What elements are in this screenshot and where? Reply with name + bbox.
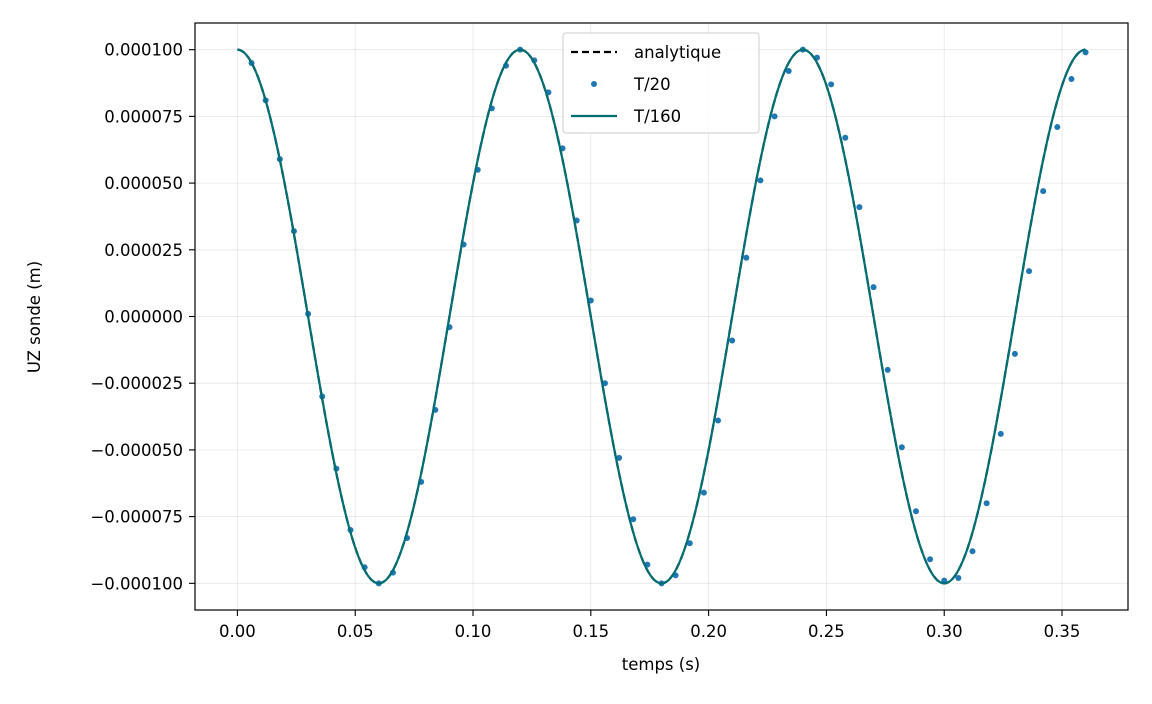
x-axis-label: temps (s) [622,655,700,674]
data-point-t20 [842,134,849,141]
data-point-t20 [884,366,891,373]
y-tick-label: −0.000100 [90,574,183,593]
legend-swatch-t20 [591,81,597,87]
y-axis-label: UZ sonde (m) [25,261,44,373]
data-point-t20 [785,68,792,75]
x-axis: 0.00 0.05 0.10 0.15 0.20 0.25 0.30 0.35 [219,610,1080,641]
data-point-t20 [700,489,707,496]
y-tick-label: 0.000100 [104,41,183,60]
y-tick-label: −0.000075 [90,508,183,527]
data-point-t20 [828,81,835,88]
data-point-t20 [616,454,623,461]
data-point-t20 [1011,350,1018,357]
data-point-t20 [927,556,934,563]
x-tick-label: 0.15 [572,622,609,641]
series-line-t160 [237,48,1086,585]
data-point-t20 [870,284,877,291]
data-point-t20 [969,548,976,555]
data-point-t20 [1040,188,1047,195]
y-tick-label: 0.000075 [104,107,183,126]
x-tick-label: 0.30 [926,622,963,641]
data-point-t20 [898,444,905,451]
x-tick-label: 0.10 [455,622,492,641]
x-tick-label: 0.20 [690,622,727,641]
data-point-t20 [997,430,1004,437]
y-tick-label: 0.000000 [104,308,183,327]
legend-label-analytique: analytique [634,43,721,62]
data-point-t20 [955,574,962,581]
data-point-t20 [729,337,736,344]
legend-frame [562,32,760,134]
x-tick-label: 0.35 [1044,622,1081,641]
data-point-t20 [743,254,750,261]
data-point-t20 [757,177,764,184]
legend-label-t160: T/160 [633,107,681,126]
y-tick-label: −0.000025 [90,374,183,393]
y-axis: 0.000100 0.000075 0.000050 0.000025 0.000000… [90,41,195,593]
legend: analytique T/20 T/160 [562,32,760,134]
series-layer [237,46,1089,587]
data-point-t20 [912,508,919,515]
x-tick-label: 0.00 [219,622,256,641]
data-point-t20 [771,113,778,120]
data-point-t20 [1068,76,1075,83]
x-tick-label: 0.25 [808,622,845,641]
data-point-t20 [630,516,637,523]
data-point-t20 [686,540,693,547]
data-point-t20 [1054,124,1061,131]
x-tick-label: 0.05 [337,622,374,641]
data-point-t20 [715,417,722,424]
data-point-t20 [856,204,863,211]
legend-label-t20: T/20 [633,75,671,94]
y-tick-label: −0.000050 [90,441,183,460]
data-point-t20 [983,500,990,507]
y-tick-label: 0.000025 [104,241,183,260]
data-point-t20 [1026,268,1033,275]
y-tick-label: 0.000050 [104,174,183,193]
